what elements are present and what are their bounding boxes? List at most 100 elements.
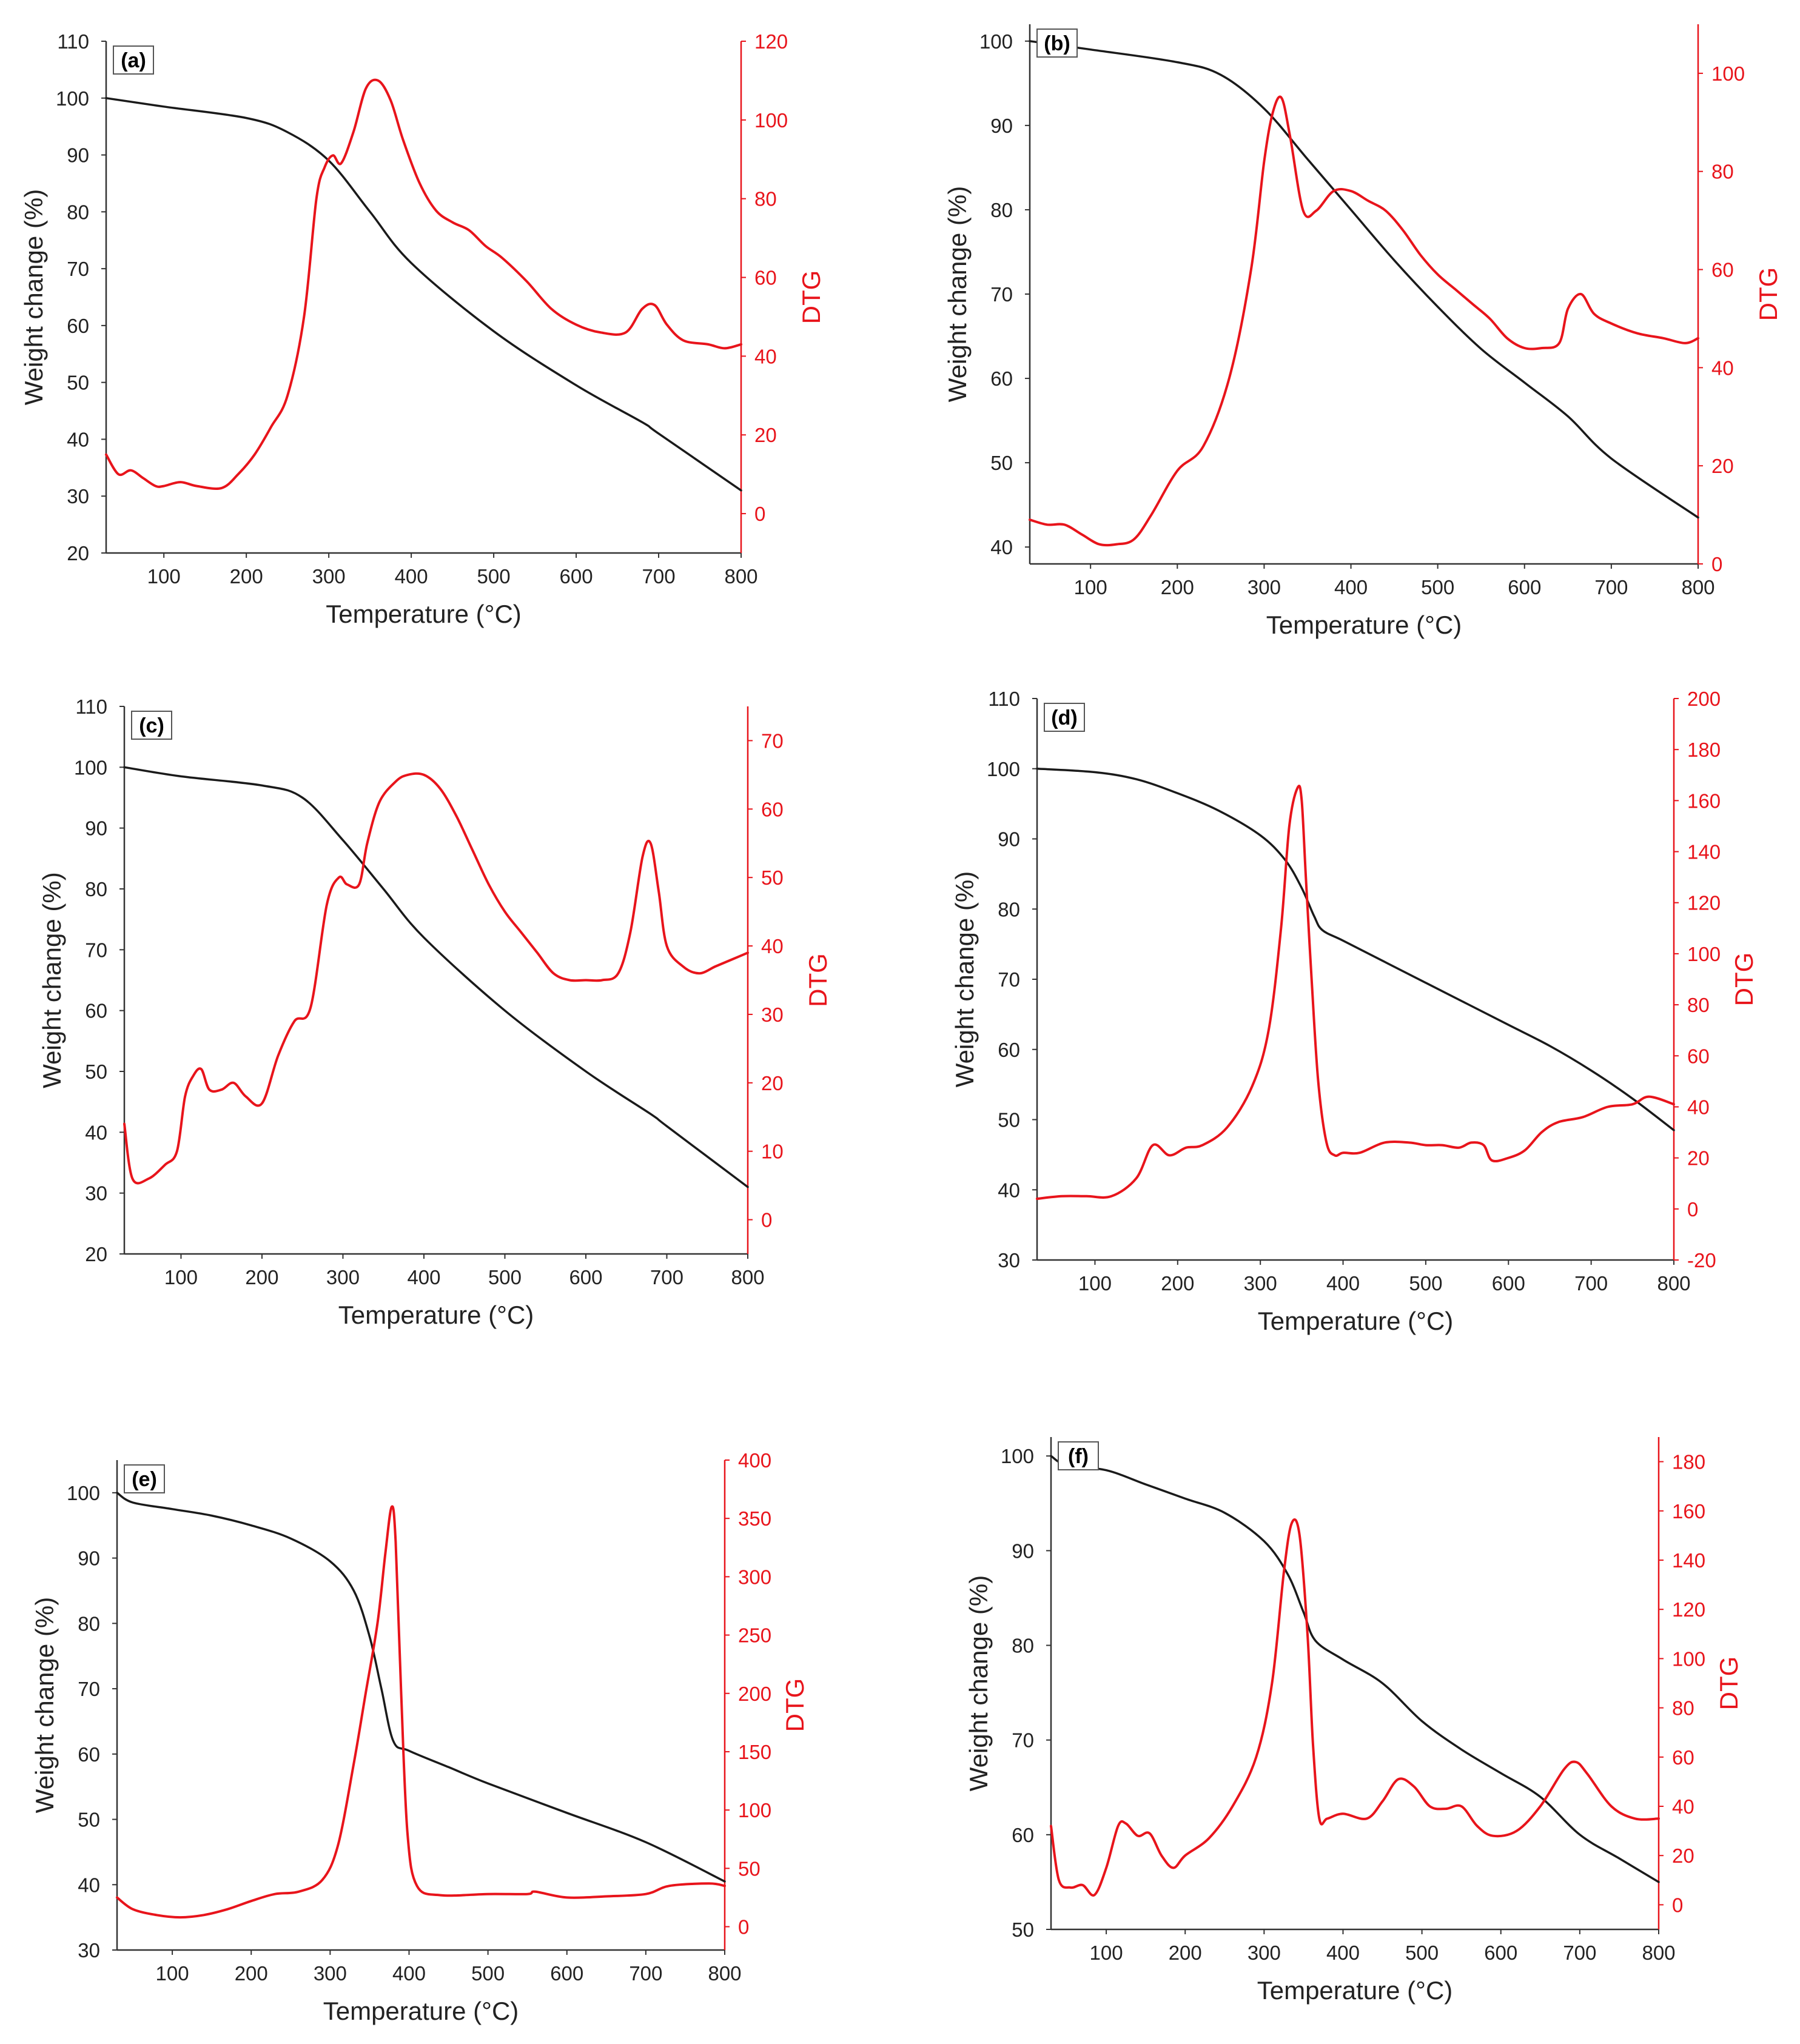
x-axis-title: Temperature (°C) <box>323 1997 519 2025</box>
y-tick-label: 30 <box>998 1249 1020 1272</box>
y2-tick-label: 120 <box>1687 892 1721 914</box>
x-tick-label: 400 <box>395 565 428 588</box>
y-tick-label: 60 <box>998 1039 1020 1061</box>
chart-panel-a: 100 200 300 400 500 600 700 8002030405060708090… <box>19 30 825 628</box>
y2-tick-label: 140 <box>1672 1549 1705 1572</box>
y-tick-label: 90 <box>67 144 89 167</box>
weight-series-line <box>1029 40 1699 519</box>
x-tick-label: 500 <box>1405 1942 1439 1964</box>
x-tick-label: 300 <box>1248 1942 1281 1964</box>
weight-series-line <box>123 766 749 1188</box>
x-tick-label: 200 <box>235 1962 268 1985</box>
y2-tick-label: 70 <box>761 729 784 752</box>
y-tick-label: 110 <box>57 30 89 53</box>
y2-tick-label: 120 <box>754 30 788 53</box>
panel-label-box <box>124 1464 165 1493</box>
panel-label-box <box>1058 1441 1099 1470</box>
y-tick-label: 110 <box>75 695 107 718</box>
y-tick-label: 60 <box>85 1000 107 1022</box>
y-tick-label: 100 <box>987 758 1020 780</box>
y2-tick-label: 80 <box>754 188 777 210</box>
x-tick-label: 700 <box>650 1266 683 1288</box>
y2-tick-label: 100 <box>1687 943 1721 965</box>
x-tick-label: 300 <box>326 1266 360 1288</box>
y2-tick-label: 200 <box>1687 688 1721 710</box>
y-tick-label: 90 <box>1012 1540 1034 1562</box>
y2-tick-label: 80 <box>1672 1697 1694 1720</box>
y2-tick-label: 80 <box>1711 161 1734 183</box>
x-axis-title: Temperature (°C) <box>1266 611 1462 639</box>
y-tick-label: 50 <box>990 452 1013 474</box>
chart-panel-f: 100 200 300 400 500 600 700 800 50 60 70 80 90 100 0 20… <box>964 1437 1743 2005</box>
x-tick-label: 100 <box>1078 1272 1112 1295</box>
x-tick-label: 800 <box>1681 576 1714 598</box>
y2-tick-label: 60 <box>1711 259 1734 281</box>
y-tick-label: 60 <box>1012 1824 1034 1846</box>
dtg-series-line <box>123 772 749 1185</box>
panel-label-box <box>1036 28 1078 58</box>
weight-series-line <box>116 1492 726 1883</box>
y2-tick-label: 150 <box>738 1741 771 1763</box>
x-tick-label: 400 <box>407 1266 440 1288</box>
panel-label: (a) <box>121 49 146 72</box>
x-tick-label: 400 <box>1334 576 1368 598</box>
y2-tick-label: 40 <box>761 935 784 957</box>
y-tick-label: 40 <box>990 536 1013 558</box>
y-tick-label: 90 <box>998 828 1020 851</box>
chart-panel-d: 100 200 300 400 500 600 700 8003040506070809010… <box>950 688 1758 1335</box>
y2-tick-label: 50 <box>761 866 784 889</box>
y-tick-label: 90 <box>85 817 107 840</box>
chart-panel-c: 100 200 300 400 500 600 700 8002030405060708090… <box>38 695 832 1329</box>
y2-tick-label: 100 <box>738 1799 771 1821</box>
y-tick-label: 70 <box>67 258 89 280</box>
y2-axis-title: DTG <box>1714 1657 1743 1711</box>
x-tick-label: 800 <box>1642 1942 1675 1964</box>
y-tick-label: 60 <box>990 367 1013 390</box>
x-tick-label: 500 <box>471 1962 505 1985</box>
panel-label: (f) <box>1068 1445 1089 1468</box>
y-tick-label: 70 <box>78 1678 100 1700</box>
y2-tick-label: 20 <box>754 424 777 446</box>
x-tick-label: 400 <box>392 1962 426 1985</box>
x-tick-label: 800 <box>731 1266 764 1288</box>
y-tick-label: 70 <box>990 283 1013 306</box>
x-tick-label: 700 <box>1563 1942 1596 1964</box>
x-tick-label: 600 <box>1492 1272 1525 1295</box>
y-tick-label: 80 <box>78 1612 100 1635</box>
y2-tick-label: 60 <box>1672 1746 1694 1769</box>
y2-tick-label: 120 <box>1672 1598 1705 1621</box>
y2-tick-label: 0 <box>1672 1894 1683 1916</box>
y-tick-label: 110 <box>988 688 1020 710</box>
x-tick-label: 700 <box>642 565 675 588</box>
x-tick-label: 100 <box>156 1962 189 1985</box>
y2-tick-label: 160 <box>1672 1500 1705 1523</box>
y-tick-label: 90 <box>78 1547 100 1570</box>
y2-tick-label: 0 <box>761 1209 772 1231</box>
y-tick-label: 80 <box>67 201 89 223</box>
y2-tick-label: 20 <box>1672 1845 1694 1867</box>
y-tick-label: 100 <box>67 1482 100 1504</box>
y2-tick-label: 60 <box>1687 1045 1710 1067</box>
y2-tick-label: 60 <box>754 267 777 289</box>
panel-label: (c) <box>139 714 164 737</box>
y2-tick-label: 100 <box>754 109 788 132</box>
panel-label: (d) <box>1051 706 1077 729</box>
y-tick-label: 100 <box>1001 1445 1034 1467</box>
x-tick-label: 600 <box>560 565 593 588</box>
x-tick-label: 200 <box>1169 1942 1202 1964</box>
y-tick-label: 80 <box>990 199 1013 221</box>
x-tick-label: 100 <box>147 565 181 588</box>
y-tick-label: 20 <box>85 1243 107 1265</box>
x-tick-label: 100 <box>1074 576 1107 598</box>
y2-tick-label: 180 <box>1672 1451 1705 1473</box>
x-tick-label: 300 <box>312 565 346 588</box>
y2-tick-label: 250 <box>738 1624 771 1647</box>
x-tick-label: 800 <box>708 1962 741 1985</box>
x-tick-label: 200 <box>1161 576 1194 598</box>
y2-tick-label: 30 <box>761 1004 784 1026</box>
x-tick-label: 600 <box>569 1266 602 1288</box>
x-tick-label: 600 <box>1484 1942 1517 1964</box>
y-tick-label: 30 <box>67 485 89 508</box>
y-tick-label: 70 <box>998 968 1020 991</box>
